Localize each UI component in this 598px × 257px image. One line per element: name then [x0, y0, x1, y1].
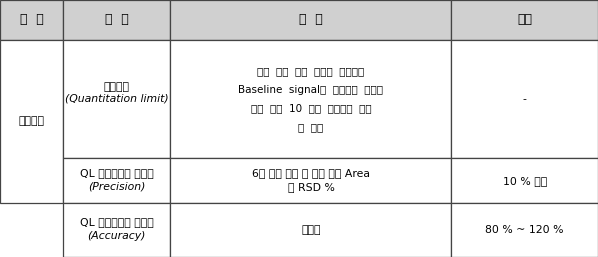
Text: 기준: 기준 [517, 13, 532, 26]
Bar [63, 0, 170, 40]
Text: -: - [523, 94, 527, 104]
Text: 분  석: 분 석 [105, 13, 129, 26]
Bar [63, 158, 170, 203]
Bar [451, 203, 598, 257]
Text: 회수율: 회수율 [301, 225, 321, 235]
Text: 정량한계: 정량한계 [103, 82, 130, 92]
Bar [170, 40, 451, 158]
Text: 80 % ~ 120 %: 80 % ~ 120 % [486, 225, 564, 235]
Bar [170, 158, 451, 203]
Bar [63, 203, 170, 257]
Text: 사이  폭의  10  배에  상당하는  크기: 사이 폭의 10 배에 상당하는 크기 [251, 103, 371, 113]
Text: 6회 연속 주입 한 물질 피크 Area: 6회 연속 주입 한 물질 피크 Area [252, 168, 370, 178]
Bar [451, 40, 598, 158]
Text: 항  목: 항 목 [20, 13, 43, 26]
Text: QL 농도에서의 정밀성: QL 농도에서의 정밀성 [80, 168, 154, 178]
Bar [170, 203, 451, 257]
Text: 10 % 이내: 10 % 이내 [503, 176, 547, 186]
Text: 가장  높은  검출  한계를  기준으로: 가장 높은 검출 한계를 기준으로 [257, 66, 365, 76]
Bar [170, 0, 451, 40]
Bar [0, 40, 63, 203]
Bar [451, 0, 598, 40]
Text: 정량한계: 정량한계 [19, 116, 44, 126]
Bar [63, 40, 170, 158]
Bar [451, 158, 598, 203]
Text: 비  고: 비 고 [299, 13, 323, 26]
Text: QL 농도에서의 정확성: QL 농도에서의 정확성 [80, 217, 154, 227]
Bar [0, 0, 63, 40]
Text: 의 RSD %: 의 RSD % [288, 182, 334, 192]
Text: Baseline  signal의  최고치와  최저치: Baseline signal의 최고치와 최저치 [239, 85, 383, 95]
Text: 의  신호: 의 신호 [298, 122, 324, 132]
Text: (Quantitation limit): (Quantitation limit) [65, 94, 169, 104]
Text: (Accuracy): (Accuracy) [87, 232, 146, 241]
Text: (Precision): (Precision) [88, 182, 145, 192]
